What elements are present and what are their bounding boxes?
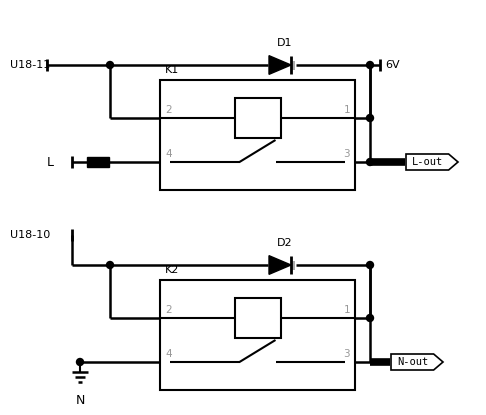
Text: 3: 3 xyxy=(344,149,350,159)
Polygon shape xyxy=(269,56,291,74)
Bar xyxy=(291,61,295,70)
Circle shape xyxy=(366,315,374,322)
Bar xyxy=(160,280,355,390)
Circle shape xyxy=(106,61,114,68)
Text: D1: D1 xyxy=(277,38,293,48)
Text: U18-11: U18-11 xyxy=(10,60,50,70)
Text: 3: 3 xyxy=(344,349,350,359)
Text: 4: 4 xyxy=(165,349,172,359)
Text: K1: K1 xyxy=(165,65,179,75)
Circle shape xyxy=(366,261,374,269)
Circle shape xyxy=(106,261,114,269)
Bar xyxy=(291,261,295,270)
Text: U18-10: U18-10 xyxy=(10,230,50,240)
Bar xyxy=(87,157,109,167)
Circle shape xyxy=(366,61,374,68)
Text: 2: 2 xyxy=(165,305,172,315)
Bar xyxy=(235,98,280,138)
Text: N: N xyxy=(75,394,85,407)
Text: 2: 2 xyxy=(165,105,172,115)
Bar xyxy=(160,80,355,190)
Circle shape xyxy=(366,159,374,166)
Circle shape xyxy=(366,115,374,122)
Polygon shape xyxy=(391,354,443,370)
Text: 1: 1 xyxy=(344,105,350,115)
Text: 4: 4 xyxy=(165,149,172,159)
Polygon shape xyxy=(269,256,291,274)
Text: K2: K2 xyxy=(165,265,179,275)
Text: 6V: 6V xyxy=(385,60,399,70)
Text: D2: D2 xyxy=(277,238,293,248)
Polygon shape xyxy=(406,154,458,170)
Text: L: L xyxy=(47,156,54,168)
Circle shape xyxy=(76,359,84,366)
Text: N-out: N-out xyxy=(397,357,429,367)
Text: 1: 1 xyxy=(344,305,350,315)
Text: L-out: L-out xyxy=(412,157,443,167)
Bar xyxy=(235,298,280,338)
